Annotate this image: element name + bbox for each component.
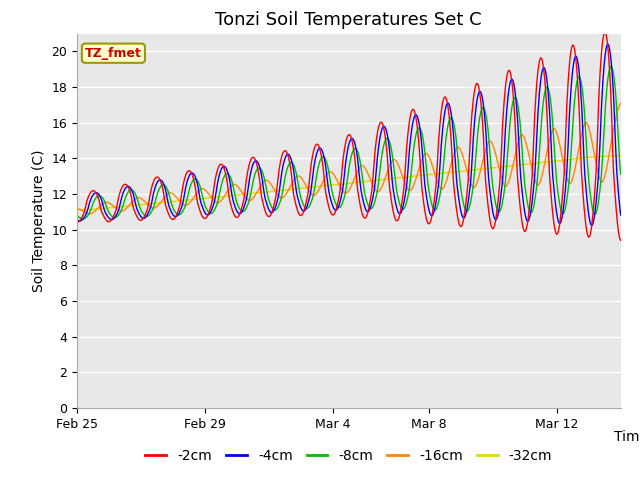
X-axis label: Time: Time (614, 431, 640, 444)
Text: TZ_fmet: TZ_fmet (85, 47, 142, 60)
Title: Tonzi Soil Temperatures Set C: Tonzi Soil Temperatures Set C (216, 11, 482, 29)
Legend: -2cm, -4cm, -8cm, -16cm, -32cm: -2cm, -4cm, -8cm, -16cm, -32cm (140, 444, 558, 468)
Y-axis label: Soil Temperature (C): Soil Temperature (C) (31, 150, 45, 292)
